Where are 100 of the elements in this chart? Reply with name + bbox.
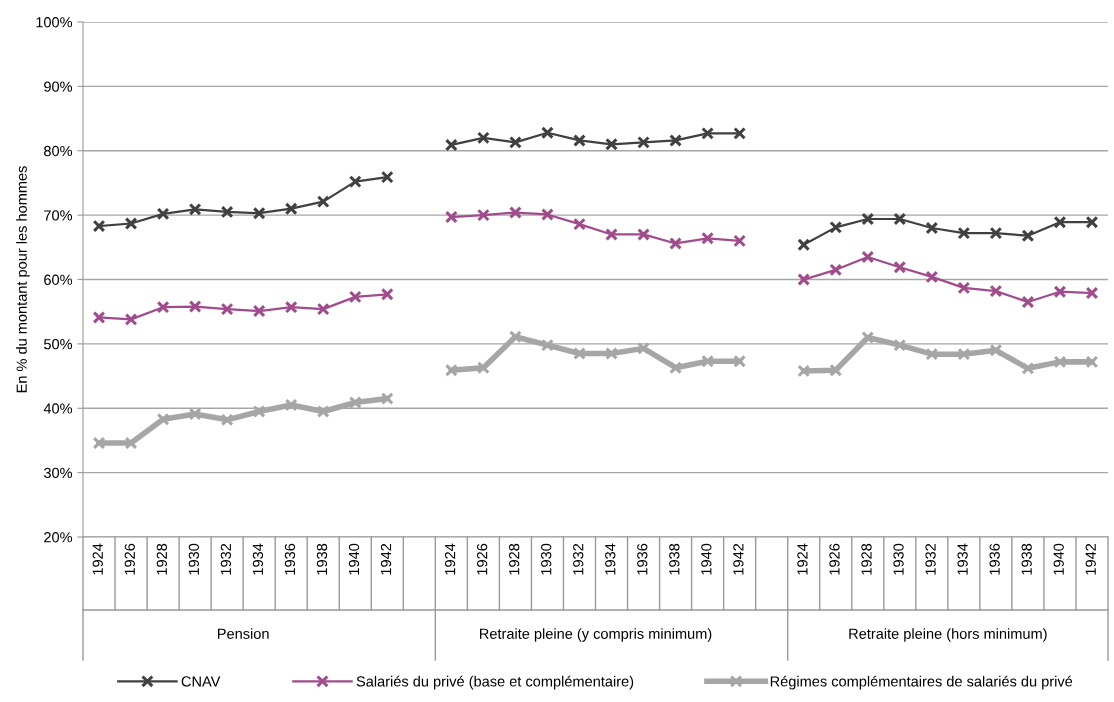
- x-tick-label: 1936: [284, 543, 296, 575]
- x-tick-label: 1938: [316, 543, 328, 575]
- x-tick-label: 1930: [893, 543, 904, 575]
- x-tick-label: 1924: [92, 543, 103, 575]
- point: [1021, 361, 1035, 375]
- x-tick-label: 1932: [925, 543, 936, 575]
- point: [605, 228, 618, 241]
- point: [541, 208, 554, 221]
- point: [156, 300, 170, 314]
- y-tick-label: 100%: [36, 17, 73, 28]
- point: [829, 220, 843, 234]
- x-tick-label: 1942: [733, 543, 744, 575]
- point: [156, 207, 170, 221]
- point: [733, 126, 747, 140]
- point: [1053, 215, 1067, 229]
- point: [1053, 285, 1067, 299]
- legend-label: Régimes complémentaires de salariés du privé: [770, 675, 1073, 690]
- y-tick-label: 20%: [44, 532, 73, 543]
- y-tick-label: 40%: [43, 403, 73, 414]
- point: [733, 234, 747, 248]
- point: [220, 302, 234, 316]
- point: [701, 126, 714, 140]
- x-tick-label: 1940: [701, 543, 712, 575]
- point: [348, 175, 362, 189]
- point: [380, 392, 394, 405]
- point: [477, 131, 490, 145]
- point: [797, 238, 811, 252]
- point: [348, 396, 362, 409]
- point: [284, 398, 298, 412]
- point: [989, 343, 1003, 357]
- point: [733, 354, 747, 368]
- point: [573, 217, 586, 231]
- point: [861, 250, 875, 264]
- x-tick-label: 1930: [541, 543, 552, 575]
- point: [701, 354, 714, 368]
- point: [1021, 229, 1035, 243]
- y-tick-label: 60%: [44, 274, 73, 285]
- point: [509, 135, 522, 149]
- point: [156, 412, 170, 426]
- point: [957, 281, 971, 295]
- point: [605, 137, 618, 151]
- y-tick-label: 70%: [44, 210, 73, 221]
- point: [925, 347, 939, 361]
- point: [669, 361, 682, 375]
- point: [893, 338, 907, 352]
- point: [444, 210, 458, 224]
- point: [252, 304, 266, 318]
- point: [829, 363, 843, 377]
- point: [925, 270, 939, 284]
- point: [188, 202, 202, 216]
- point: [893, 212, 907, 226]
- x-tick-label: 1926: [124, 543, 135, 575]
- point: [637, 135, 650, 149]
- point: [925, 221, 939, 235]
- point: [188, 407, 202, 421]
- point: [701, 231, 714, 245]
- point: [284, 300, 298, 314]
- y-tick-label: 90%: [44, 81, 73, 92]
- point: [573, 347, 586, 360]
- x-tick-label: 1924: [797, 543, 808, 575]
- x-tick-label: 1926: [829, 543, 840, 575]
- text: Pension: [218, 628, 269, 639]
- point: [92, 311, 106, 324]
- point: [444, 363, 458, 377]
- point: [637, 341, 650, 355]
- point: [541, 338, 554, 352]
- point: [124, 436, 138, 450]
- point: [829, 263, 843, 277]
- point: [605, 347, 618, 360]
- point: [861, 331, 875, 344]
- text: Retraite pleine (hors minimum): [849, 628, 1047, 642]
- x-tick-label: 1928: [509, 543, 520, 575]
- point: [541, 126, 554, 140]
- x-tick-label: 1938: [669, 543, 680, 575]
- point: [316, 302, 330, 316]
- point: [252, 405, 266, 418]
- point: [957, 347, 971, 361]
- point: [124, 217, 138, 230]
- point: [637, 228, 650, 241]
- point: [573, 134, 586, 147]
- x-tick-label: 1936: [637, 543, 648, 575]
- y-axis-title: En % du montant pour les hommes: [16, 166, 30, 393]
- x-tick-label: 1934: [252, 543, 264, 575]
- text: Retraite pleine (y compris minimum): [480, 628, 712, 642]
- x-tick-label: 1924: [444, 543, 456, 575]
- point: [957, 226, 971, 240]
- point: [188, 300, 202, 313]
- point: [380, 170, 394, 184]
- y-tick-label: 30%: [43, 467, 73, 479]
- x-tick-label: 1928: [156, 543, 167, 575]
- point: [1085, 286, 1099, 300]
- y-tick-label: 80%: [44, 145, 73, 157]
- point: [348, 290, 362, 304]
- point: [797, 273, 811, 286]
- point: [316, 405, 330, 418]
- legend-label: CNAV: [181, 676, 221, 687]
- y-tick-label: 50%: [43, 338, 73, 350]
- legend-label: Salariés du privé (base et complémentaire): [356, 675, 634, 690]
- x-tick-label: 1926: [476, 543, 488, 575]
- point: [861, 212, 875, 226]
